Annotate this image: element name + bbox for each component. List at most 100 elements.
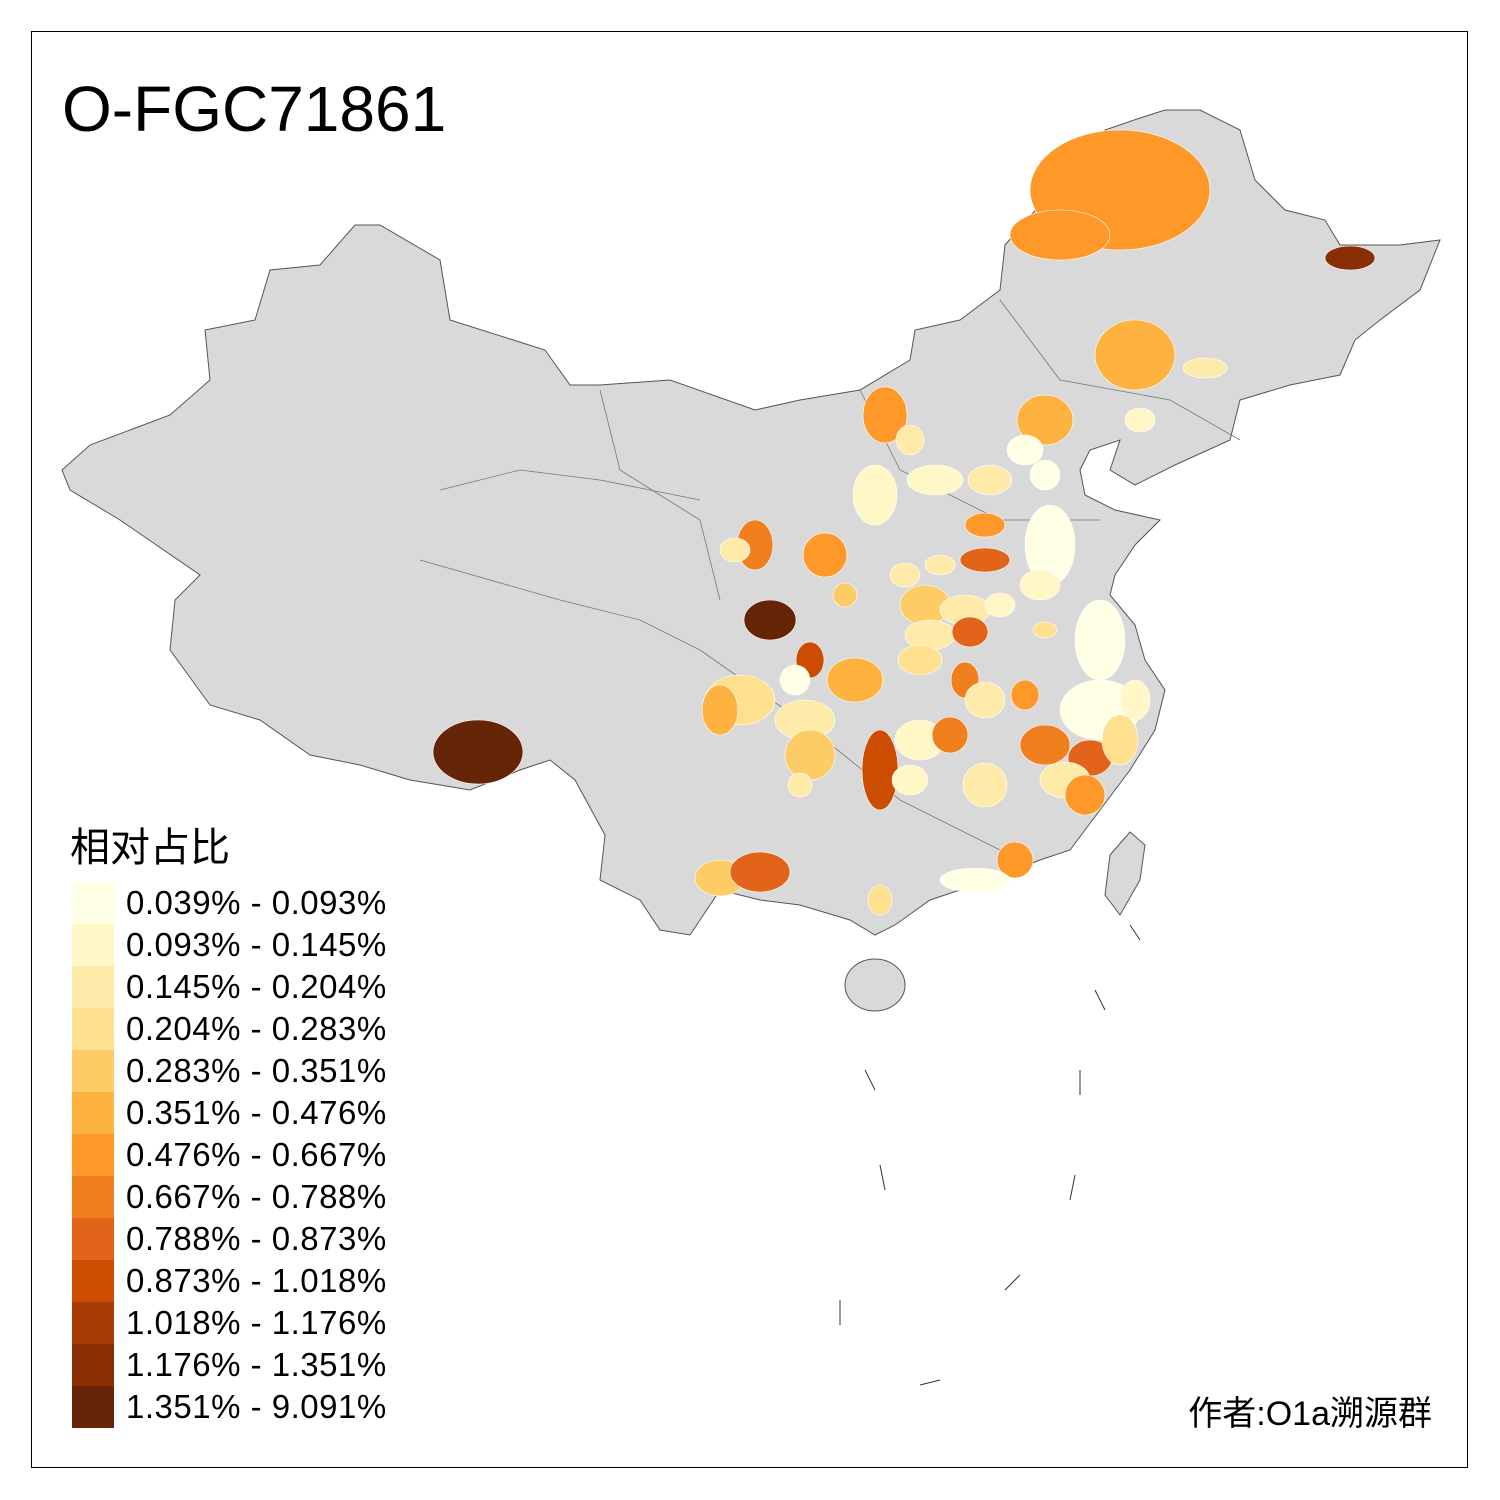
legend-label: 0.476% - 0.667% — [126, 1136, 387, 1173]
region — [1032, 621, 1058, 639]
legend-item: 0.476% - 0.667% — [72, 1134, 387, 1176]
region — [784, 729, 836, 781]
region — [852, 464, 898, 526]
legend-item: 0.145% - 0.204% — [72, 966, 387, 1008]
region — [1029, 459, 1061, 491]
region — [897, 644, 943, 676]
taiwan-island — [1104, 831, 1146, 916]
legend-swatch — [72, 1386, 114, 1428]
region — [832, 582, 858, 608]
legend-label: 0.667% - 0.788% — [126, 1178, 387, 1215]
region — [924, 554, 956, 576]
region — [826, 657, 884, 703]
region — [951, 616, 989, 648]
region — [779, 664, 811, 696]
legend-swatch — [72, 1050, 114, 1092]
region — [904, 619, 956, 651]
legend-swatch — [72, 1008, 114, 1050]
legend-swatch — [72, 1134, 114, 1176]
hainan-island — [844, 958, 906, 1012]
legend-swatch — [72, 1218, 114, 1260]
legend-label: 0.283% - 0.351% — [126, 1052, 387, 1089]
legend-item: 0.039% - 0.093% — [72, 882, 387, 924]
region — [1182, 357, 1228, 379]
region — [743, 599, 797, 641]
region — [867, 884, 893, 916]
region — [1019, 724, 1071, 766]
island-boundary-line — [919, 1379, 941, 1386]
region — [787, 772, 813, 798]
island-boundary-line — [879, 1164, 886, 1191]
legend-swatch — [72, 1092, 114, 1134]
legend-label: 1.351% - 9.091% — [126, 1388, 387, 1425]
region — [1094, 319, 1176, 391]
region — [719, 537, 751, 563]
legend-swatch — [72, 1176, 114, 1218]
region — [861, 729, 899, 811]
province-border — [439, 469, 701, 501]
region — [964, 512, 1006, 538]
legend-item: 0.873% - 1.018% — [72, 1260, 387, 1302]
legend-swatch — [72, 924, 114, 966]
legend-swatch — [72, 1260, 114, 1302]
legend-swatch — [72, 1344, 114, 1386]
region — [889, 562, 921, 588]
region — [1324, 245, 1376, 271]
map-frame — [31, 31, 1468, 1468]
legend-label: 0.788% - 0.873% — [126, 1220, 387, 1257]
legend-label: 0.039% - 0.093% — [126, 884, 387, 921]
region — [432, 719, 524, 785]
region — [1119, 679, 1151, 721]
region — [1006, 434, 1044, 466]
legend-item: 1.018% - 1.176% — [72, 1302, 387, 1344]
legend-item: 0.283% - 0.351% — [72, 1050, 387, 1092]
island-boundary-line — [1094, 989, 1106, 1011]
region — [959, 547, 1011, 573]
province-border — [419, 559, 701, 651]
legend-label: 0.204% - 0.283% — [126, 1010, 387, 1047]
region — [1101, 714, 1139, 766]
region — [1074, 599, 1126, 681]
region — [996, 841, 1034, 879]
legend-item: 0.788% - 0.873% — [72, 1218, 387, 1260]
legend-label: 0.145% - 0.204% — [126, 968, 387, 1005]
region — [1009, 209, 1111, 261]
legend: 0.039% - 0.093% 0.093% - 0.145% 0.145% - 0… — [72, 882, 387, 1428]
legend-label: 0.873% - 1.018% — [126, 1262, 387, 1299]
legend-item: 0.667% - 0.788% — [72, 1176, 387, 1218]
legend-item: 0.204% - 0.283% — [72, 1008, 387, 1050]
legend-label: 1.176% - 1.351% — [126, 1346, 387, 1383]
island-boundary-line — [1069, 1174, 1076, 1201]
region — [1019, 569, 1061, 601]
region — [729, 851, 791, 893]
region — [984, 592, 1016, 618]
map-title: O-FGC71861 — [62, 73, 447, 145]
island-boundary-line — [864, 1069, 876, 1091]
region — [931, 716, 969, 754]
legend-item: 0.093% - 0.145% — [72, 924, 387, 966]
legend-item: 1.176% - 1.351% — [72, 1344, 387, 1386]
colored-regions — [432, 129, 1376, 916]
legend-swatch — [72, 882, 114, 924]
region — [967, 464, 1013, 496]
region — [701, 684, 739, 736]
legend-swatch — [72, 966, 114, 1008]
region — [862, 386, 908, 444]
region — [891, 764, 929, 796]
region — [1124, 407, 1156, 433]
legend-item: 1.351% - 9.091% — [72, 1386, 387, 1428]
legend-item: 0.351% - 0.476% — [72, 1092, 387, 1134]
region — [1064, 774, 1106, 816]
region — [802, 532, 848, 578]
region — [962, 762, 1008, 808]
region — [895, 424, 925, 456]
legend-label: 0.093% - 0.145% — [126, 926, 387, 963]
island-boundary-line — [1129, 924, 1141, 941]
province-border — [599, 389, 721, 601]
island-boundary-line — [1004, 1274, 1021, 1291]
region — [939, 867, 1011, 893]
province-border — [999, 299, 1241, 441]
author-credit: 作者:O1a溯源群 — [1188, 1395, 1432, 1433]
region — [1010, 679, 1040, 711]
